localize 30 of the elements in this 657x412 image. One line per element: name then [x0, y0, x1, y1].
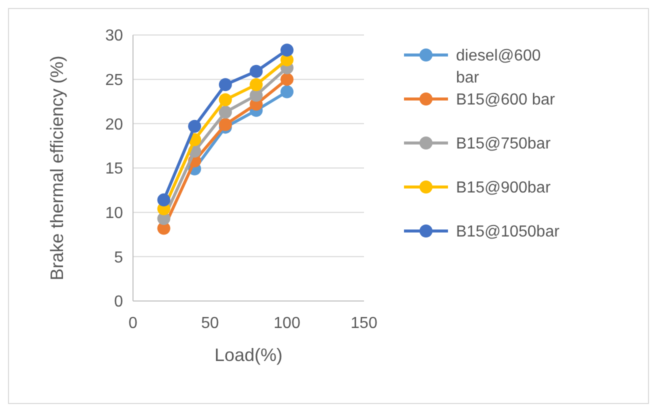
- y-tick-label: 0: [114, 294, 124, 311]
- x-tick-label: 100: [274, 315, 300, 332]
- y-tick-label: 15: [105, 160, 124, 178]
- point: [188, 120, 202, 133]
- y-tick-label: 30: [105, 28, 124, 45]
- x-tick-label: 0: [128, 315, 138, 332]
- x-tick-label: 50: [201, 315, 219, 332]
- legend-label: diesel@600 bar: [456, 48, 541, 87]
- y-tick-label: 20: [105, 116, 124, 134]
- point: [157, 193, 170, 206]
- y-axis-title: Brake thermal efficiency (%): [47, 56, 67, 280]
- legend-label: B15@600 bar: [456, 92, 556, 109]
- point: [250, 78, 263, 92]
- legend-label: B15@900bar: [456, 180, 552, 197]
- y-tick-label: 25: [105, 72, 124, 89]
- point: [280, 72, 294, 86]
- x-axis-title: Load(%): [214, 345, 283, 365]
- point: [218, 118, 232, 132]
- point: [250, 64, 263, 78]
- y-tick-label: 10: [105, 204, 124, 222]
- point: [280, 44, 294, 57]
- x-tick-label: 150: [350, 315, 378, 332]
- y-tick-label: 5: [114, 249, 124, 266]
- point: [250, 88, 263, 102]
- legend-label: B15@1050bar: [456, 224, 560, 241]
- legend-label: B15@750bar: [456, 136, 552, 153]
- point: [218, 78, 232, 92]
- point: [280, 85, 294, 98]
- point: [218, 93, 232, 106]
- point: [218, 106, 232, 119]
